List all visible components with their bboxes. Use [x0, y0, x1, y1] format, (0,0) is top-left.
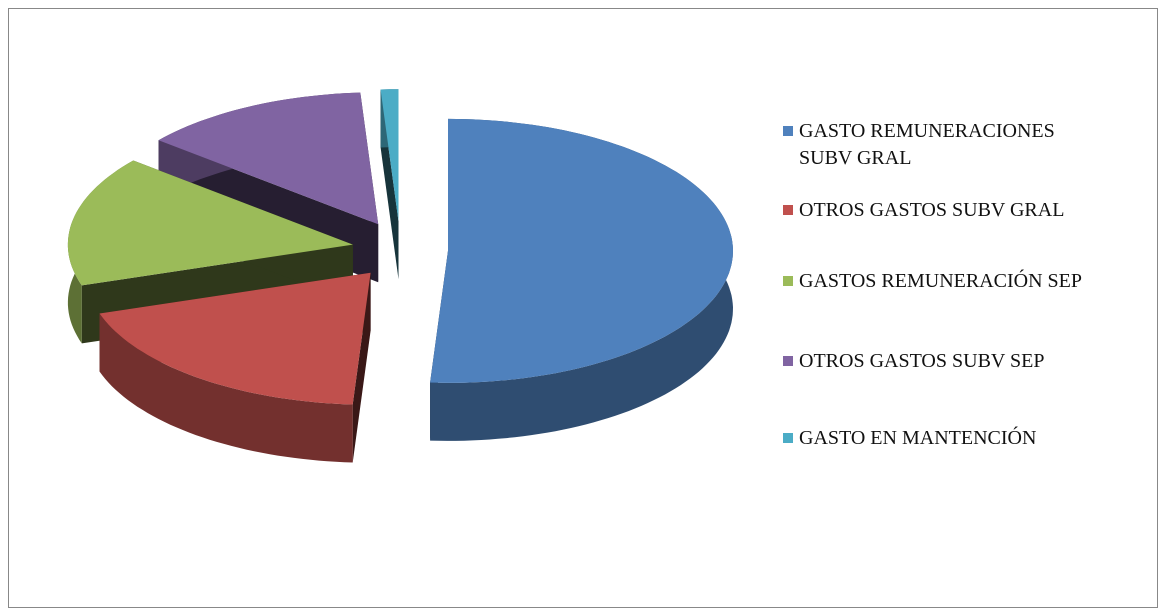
legend-item: GASTO REMUNERACIONES SUBV GRAL	[783, 118, 1083, 172]
legend-swatch	[783, 276, 793, 286]
slice-rim	[99, 313, 353, 463]
legend-swatch	[783, 433, 793, 443]
slice	[99, 272, 371, 405]
legend-swatch	[783, 205, 793, 215]
slice	[158, 92, 379, 225]
slice	[430, 118, 733, 383]
legend-swatch	[783, 126, 793, 136]
legend-label: OTROS GASTOS SUBV SEP	[799, 350, 1045, 372]
legend-item: GASTO EN MANTENCIÓN	[783, 425, 1153, 452]
legend-item: OTROS GASTOS SUBV SEP	[783, 348, 1153, 375]
legend-label: GASTO EN MANTENCIÓN	[799, 427, 1037, 449]
slice	[380, 89, 399, 222]
legend-label: GASTO REMUNERACIONES SUBV GRAL	[799, 120, 1055, 169]
slice	[67, 160, 353, 286]
legend-label: OTROS GASTOS SUBV GRAL	[799, 199, 1065, 221]
legend-swatch	[783, 356, 793, 366]
chart	[67, 89, 733, 463]
legend-label: GASTOS REMUNERACIÓN SEP	[799, 270, 1083, 292]
legend-item: OTROS GASTOS SUBV GRAL	[783, 197, 1153, 224]
page: GASTO REMUNERACIONES SUBV GRAL OTROS GAST…	[8, 8, 1158, 608]
legend-item: GASTOS REMUNERACIÓN SEP	[783, 268, 1153, 295]
